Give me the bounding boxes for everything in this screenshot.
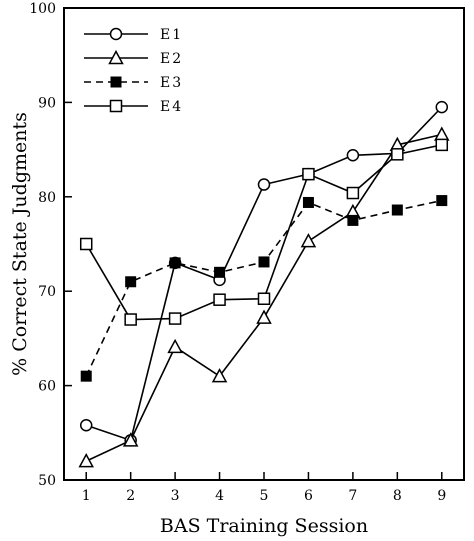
data-point-e4: [168, 312, 182, 325]
y-tick-label: 50: [38, 473, 56, 489]
data-point-e3: [302, 196, 314, 208]
data-point-e4: [79, 237, 93, 251]
data-point-e4: [213, 293, 226, 306]
legend-label-e4: E4: [160, 99, 183, 115]
data-point-e4: [435, 138, 449, 152]
series-line-e3: [85, 199, 442, 377]
data-point-e3: [80, 370, 92, 382]
data-point-e4: [302, 167, 315, 181]
data-point-e3: [214, 266, 226, 278]
data-point-e2: [300, 233, 317, 248]
data-point-e3: [169, 257, 181, 269]
data-point-e2: [78, 453, 94, 468]
data-point-e3: [125, 276, 137, 288]
legend-item-e4: E4: [84, 99, 183, 115]
y-tick-label: 60: [38, 379, 56, 395]
x-tick-label: 2: [126, 488, 135, 504]
y-tick-label: 70: [38, 284, 56, 300]
data-point-e2: [256, 309, 272, 324]
data-point-e3: [258, 256, 270, 268]
data-point-e3: [391, 204, 403, 216]
series-layer: [78, 100, 450, 468]
data-point-e2: [211, 368, 228, 383]
plot-frame: [63, 7, 465, 481]
legend-marker-e2: [108, 49, 124, 65]
x-tick-label: 9: [437, 488, 446, 504]
legend-item-e2: E2: [84, 49, 183, 67]
data-point-e4: [257, 292, 271, 306]
data-point-e3: [347, 214, 359, 226]
y-tick-label: 90: [38, 95, 56, 111]
legend-marker-e4: [109, 99, 123, 113]
data-point-e1: [346, 149, 360, 162]
data-point-e4: [124, 313, 137, 326]
data-point-e1: [435, 100, 449, 114]
legend-item-e3: E3: [84, 75, 183, 91]
legend-label-e2: E2: [160, 51, 183, 67]
data-point-e1: [257, 178, 271, 191]
x-axis-title: BAS Training Session: [160, 515, 368, 537]
legend-marker-e3: [110, 76, 122, 88]
x-tick-label: 7: [348, 488, 357, 504]
y-axis-title: % Correct State Judgments: [9, 112, 31, 376]
x-tick-label: 4: [215, 488, 224, 504]
legend-label-e3: E3: [160, 75, 183, 91]
series-e4: [79, 138, 449, 326]
data-point-e2: [434, 126, 450, 141]
data-point-e2: [167, 338, 183, 354]
legend: E1 E2 E3 E4: [84, 27, 183, 115]
x-tick-label: 8: [393, 488, 402, 504]
data-point-e2: [122, 432, 139, 447]
x-tick-label: 3: [171, 488, 180, 504]
data-point-e3: [436, 195, 448, 207]
y-tick-label: 80: [38, 190, 56, 206]
x-tick-label: 1: [82, 488, 91, 504]
legend-item-e1: E1: [84, 27, 183, 43]
x-tick-label: 5: [260, 488, 269, 504]
series-e3: [80, 195, 448, 382]
legend-label-e1: E1: [160, 27, 183, 43]
x-tick-label: 6: [304, 488, 313, 504]
data-point-e4: [346, 186, 360, 200]
data-point-e4: [391, 148, 404, 161]
axes: 50 60 70 80 90 100 1 2 3 4 5 6 7 8 9: [29, 1, 446, 504]
y-tick-label: 100: [29, 1, 56, 17]
data-point-e1: [79, 418, 93, 432]
legend-marker-e1: [109, 27, 123, 41]
